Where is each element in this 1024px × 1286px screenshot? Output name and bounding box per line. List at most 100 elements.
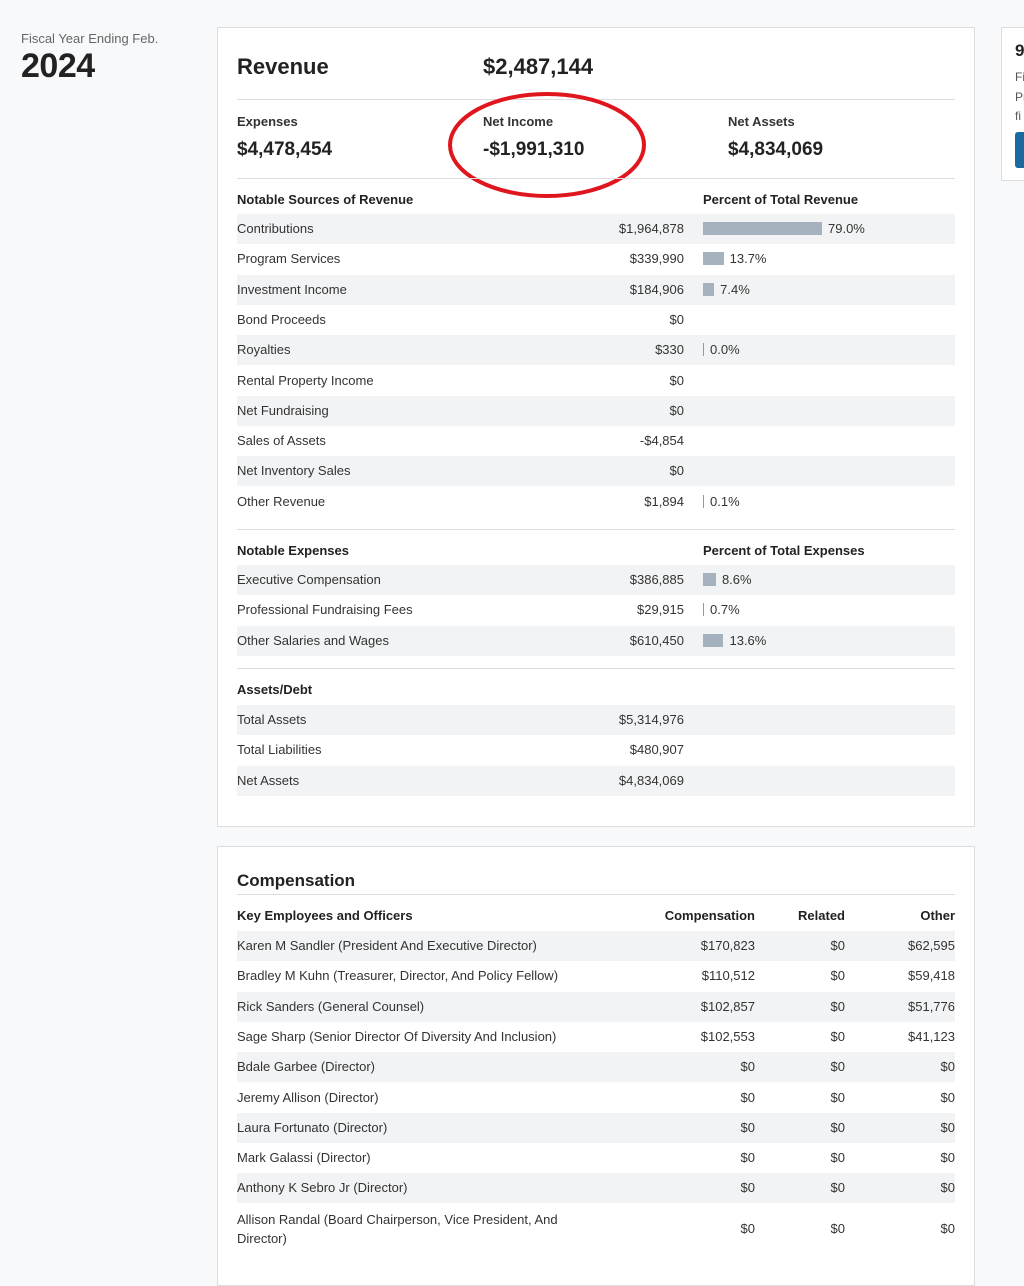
- divider: [237, 668, 955, 669]
- table-row: Professional Fundraising Fees $29,915 0.7%: [237, 595, 955, 625]
- compensation-title: Compensation: [237, 871, 356, 890]
- col-related: Related: [798, 908, 845, 923]
- side-button[interactable]: [1015, 132, 1024, 168]
- row-label: Net Inventory Sales: [237, 463, 351, 479]
- row-label: Bond Proceeds: [237, 311, 326, 327]
- compensation-value: $0: [740, 1059, 755, 1075]
- divider: [237, 894, 955, 895]
- row-amount: $480,907: [629, 742, 684, 758]
- percent-value: 0.1%: [710, 493, 740, 509]
- related-value: $0: [830, 998, 845, 1014]
- row-label: Rental Property Income: [237, 372, 374, 388]
- table-row: Contributions $1,964,878 79.0%: [237, 214, 955, 244]
- table-row: Bradley M Kuhn (Treasurer, Director, And…: [237, 961, 955, 991]
- percent-value: 8.6%: [721, 572, 752, 587]
- table-row: Executive Compensation $386,885 8.6%: [237, 565, 955, 595]
- expenses-label: Expenses: [237, 114, 298, 129]
- compensation-value: $0: [740, 1119, 755, 1135]
- table-row: Bdale Garbee (Director) $0 $0 $0: [237, 1052, 955, 1083]
- other-value: $59,418: [908, 968, 955, 984]
- table-row: Rental Property Income $0: [237, 366, 955, 396]
- percent-value: 7.4%: [720, 281, 750, 297]
- related-value: $0: [830, 1150, 845, 1166]
- table-row: Total Assets $5,314,976: [237, 705, 955, 735]
- compensation-value: $102,857: [700, 998, 755, 1014]
- col-other: Other: [920, 908, 955, 923]
- net-assets-label: Net Assets: [728, 114, 795, 129]
- percent-bar: [703, 282, 715, 296]
- percent-bar: [703, 603, 704, 617]
- compensation-value: $0: [740, 1150, 755, 1166]
- table-row: Royalties $330 0.0%: [237, 335, 955, 366]
- other-value: $0: [940, 1089, 955, 1105]
- related-value: $0: [830, 1028, 845, 1044]
- revenue-label: Revenue: [237, 54, 329, 79]
- table-row: Anthony K Sebro Jr (Director) $0 $0 $0: [237, 1173, 955, 1204]
- percent-bar: [703, 494, 704, 508]
- row-amount: -$4,854: [639, 433, 684, 449]
- net-assets-value: $4,834,069: [728, 139, 824, 160]
- row-amount: $1,964,878: [618, 221, 684, 236]
- row-amount: $339,990: [629, 251, 684, 267]
- net-income-value: -$1,991,310: [483, 139, 585, 160]
- financial-summary-card: Revenue $2,487,144 Expenses $4,478,454 N…: [217, 27, 975, 827]
- col-employees: Key Employees and Officers: [237, 908, 413, 923]
- revenue-percent-heading: Percent of Total Revenue: [703, 192, 859, 207]
- table-row: Total Liabilities $480,907: [237, 735, 955, 765]
- row-amount: $610,450: [629, 632, 684, 648]
- table-row: Mark Galassi (Director) $0 $0 $0: [237, 1143, 955, 1173]
- row-label: Investment Income: [237, 281, 347, 297]
- percent-bar: [703, 343, 704, 357]
- row-amount: $330: [655, 342, 684, 358]
- divider: [237, 529, 955, 530]
- row-label: Total Liabilities: [237, 742, 322, 758]
- other-value: $0: [940, 1220, 955, 1236]
- compensation-value: $0: [740, 1089, 755, 1105]
- table-row: Net Inventory Sales $0: [237, 456, 955, 487]
- compensation-value: $170,823: [700, 938, 755, 953]
- annotation-circle: [448, 92, 646, 198]
- row-label: Net Assets: [237, 772, 300, 788]
- side-number: 9: [1015, 41, 1024, 60]
- row-amount: $184,906: [629, 281, 684, 297]
- employee-name: Anthony K Sebro Jr (Director): [237, 1180, 408, 1196]
- percent-bar: [703, 252, 724, 266]
- row-amount: $386,885: [629, 572, 684, 587]
- side-card: 9 Fi Pr fi: [1001, 27, 1024, 181]
- related-value: $0: [830, 938, 845, 953]
- row-label: Sales of Assets: [237, 433, 326, 449]
- employee-name: Jeremy Allison (Director): [237, 1089, 379, 1105]
- expenses-value: $4,478,454: [237, 139, 333, 160]
- table-row: Other Salaries and Wages $610,450 13.6%: [237, 625, 955, 656]
- employee-name: Karen M Sandler (President And Executive…: [237, 938, 537, 953]
- table-row: Net Fundraising $0: [237, 395, 955, 426]
- table-row: Bond Proceeds $0: [237, 305, 955, 335]
- percent-bar: [703, 222, 822, 235]
- compensation-value: $0: [740, 1180, 755, 1196]
- row-amount: $4,834,069: [618, 772, 684, 788]
- table-row: Karen M Sandler (President And Executive…: [237, 931, 955, 961]
- row-label: Professional Fundraising Fees: [237, 602, 413, 618]
- employee-name: Sage Sharp (Senior Director Of Diversity…: [237, 1028, 557, 1044]
- compensation-value: $110,512: [701, 968, 755, 984]
- other-value: $0: [940, 1180, 955, 1196]
- row-label: Other Revenue: [237, 493, 326, 509]
- expenses-percent-heading: Percent of Total Expenses: [703, 543, 865, 558]
- row-label: Contributions: [237, 221, 314, 236]
- related-value: $0: [830, 1089, 845, 1105]
- employee-name: Laura Fortunato (Director): [237, 1119, 388, 1135]
- side-text: Pr: [1015, 90, 1024, 104]
- col-compensation: Compensation: [664, 908, 755, 923]
- divider: [237, 178, 955, 179]
- row-amount: $0: [669, 463, 684, 479]
- other-value: $41,123: [908, 1028, 955, 1044]
- table-row: Investment Income $184,906 7.4%: [237, 274, 955, 305]
- employee-name: Allison Randal (Board Chairperson, Vice …: [237, 1211, 558, 1246]
- revenue-value: $2,487,144: [483, 54, 594, 79]
- related-value: $0: [830, 968, 845, 984]
- percent-value: 13.6%: [729, 632, 767, 648]
- employee-name: Bradley M Kuhn (Treasurer, Director, And…: [237, 968, 559, 984]
- percent-bar: [703, 573, 716, 586]
- row-label: Total Assets: [237, 712, 307, 727]
- row-amount: $0: [669, 311, 684, 327]
